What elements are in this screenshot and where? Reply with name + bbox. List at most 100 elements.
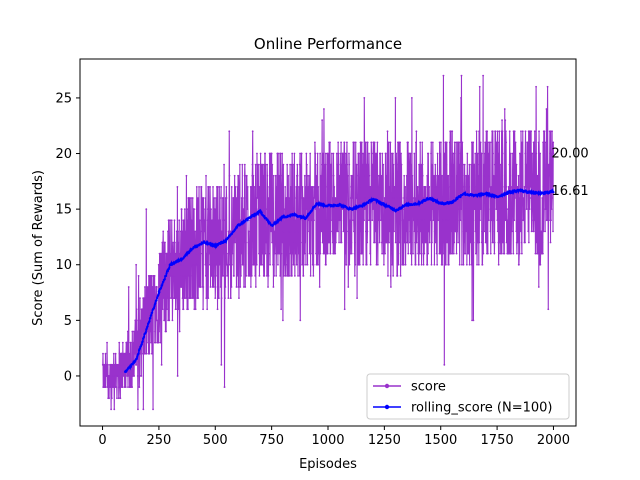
score-point — [475, 130, 478, 133]
score-point — [485, 163, 487, 166]
score-point — [137, 408, 139, 411]
score-point — [532, 208, 535, 211]
score-point — [166, 263, 169, 266]
score-point — [445, 263, 447, 266]
score-point — [311, 219, 314, 222]
score-point — [212, 252, 215, 255]
score-point — [139, 341, 142, 344]
score-point — [324, 163, 327, 166]
score-point — [469, 208, 472, 211]
score-point — [321, 230, 324, 233]
score-point — [474, 219, 477, 222]
score-point — [380, 185, 382, 188]
score-point — [127, 341, 130, 344]
score-point — [290, 219, 293, 222]
score-point — [188, 197, 191, 199]
score-point — [183, 241, 185, 244]
score-point — [389, 185, 392, 188]
score-point — [126, 375, 129, 377]
score-point — [320, 208, 323, 211]
score-point — [505, 185, 508, 188]
score-point — [342, 230, 345, 233]
score-point — [167, 219, 170, 222]
score-point — [220, 230, 223, 233]
score-point — [104, 352, 107, 355]
score-point — [161, 274, 163, 277]
score-point — [162, 230, 165, 233]
score-point — [493, 230, 496, 233]
score-point — [336, 208, 338, 211]
score-point — [405, 174, 408, 177]
score-point — [288, 252, 290, 255]
score-point — [330, 174, 333, 177]
score-point — [492, 174, 495, 177]
score-point — [498, 241, 501, 244]
score-point — [374, 219, 377, 222]
score-point — [202, 308, 205, 311]
score-point — [154, 330, 156, 333]
score-point — [549, 174, 552, 177]
score-point — [213, 274, 215, 277]
score-point — [334, 241, 337, 244]
score-point — [238, 297, 240, 300]
rolling-point — [135, 357, 138, 360]
score-point — [360, 141, 363, 144]
score-point — [511, 174, 514, 177]
score-point — [484, 197, 487, 199]
score-point — [327, 219, 330, 222]
score-point — [303, 174, 306, 177]
rolling-point — [137, 352, 140, 355]
score-point — [543, 163, 545, 166]
score-point — [228, 241, 230, 244]
score-point — [406, 197, 408, 199]
score-point — [127, 386, 129, 388]
score-point — [473, 208, 476, 211]
score-point — [235, 286, 238, 288]
score-point — [383, 230, 386, 233]
rolling-point — [157, 293, 160, 296]
score-point — [446, 241, 449, 244]
score-point — [461, 174, 464, 177]
score-point — [433, 174, 436, 177]
score-point — [531, 152, 534, 155]
score-point — [466, 152, 469, 155]
score-point — [495, 208, 498, 211]
score-point — [468, 163, 471, 166]
score-point — [390, 219, 393, 222]
score-point — [195, 185, 198, 188]
score-point — [222, 219, 224, 222]
score-point — [474, 185, 476, 188]
score-point — [171, 274, 174, 277]
score-point — [182, 308, 185, 311]
score-point — [413, 230, 416, 233]
score-point — [337, 141, 340, 144]
score-point — [414, 263, 417, 266]
score-point — [406, 241, 409, 244]
score-point — [481, 263, 484, 266]
score-point — [294, 230, 296, 233]
score-point — [427, 152, 430, 155]
score-point — [272, 286, 275, 288]
score-point — [261, 163, 264, 166]
score-point — [252, 197, 255, 199]
score-point — [148, 308, 151, 311]
score-point — [193, 308, 196, 311]
score-point — [183, 208, 186, 211]
score-point — [286, 263, 289, 266]
score-point — [294, 252, 297, 255]
score-point — [493, 241, 496, 244]
score-point — [117, 375, 120, 377]
score-point — [145, 352, 148, 355]
score-point — [489, 141, 491, 144]
rolling-point — [160, 284, 164, 287]
score-point — [151, 352, 153, 355]
score-point — [373, 208, 376, 211]
score-point — [182, 263, 185, 266]
score-point — [376, 163, 378, 166]
score-point — [291, 241, 294, 244]
score-point — [430, 263, 433, 266]
score-point — [410, 97, 413, 99]
score-point — [240, 241, 243, 244]
score-point — [377, 185, 380, 188]
score-point — [431, 241, 433, 244]
